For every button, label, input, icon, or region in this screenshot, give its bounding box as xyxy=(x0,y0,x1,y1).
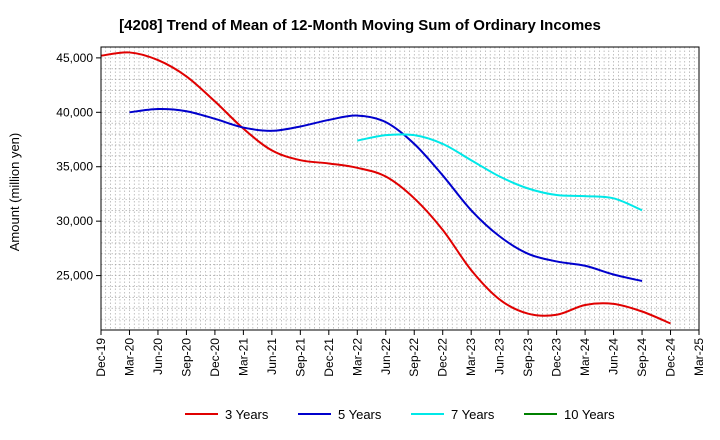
y-axis-ticks: 25,000 30,000 35,000 40,000 45,000 xyxy=(56,51,101,283)
x-tick-label: Mar-22 xyxy=(350,338,364,376)
legend-label: 5 Years xyxy=(338,407,382,422)
legend-label: 10 Years xyxy=(564,407,615,422)
series-lines xyxy=(100,51,671,325)
y-axis-label: Amount (million yen) xyxy=(7,133,22,252)
x-tick-label: Sep-22 xyxy=(407,338,421,377)
plot-area-frame xyxy=(100,46,700,331)
chart-title: [4208] Trend of Mean of 12-Month Moving … xyxy=(119,17,601,34)
grid-lines xyxy=(101,47,699,330)
x-tick-label: Jun-20 xyxy=(151,338,165,375)
series-line-7-years xyxy=(357,133,643,212)
x-tick-label: Sep-20 xyxy=(179,338,193,377)
x-tick-label: Mar-25 xyxy=(692,338,706,376)
x-tick-label: Jun-23 xyxy=(493,338,507,375)
x-tick-label: Dec-21 xyxy=(322,338,336,377)
x-tick-label: Sep-23 xyxy=(521,338,535,377)
x-tick-label: Mar-21 xyxy=(236,338,250,376)
x-tick-label: Mar-23 xyxy=(464,338,478,376)
x-tick-label: Sep-21 xyxy=(293,338,307,377)
y-tick-label: 30,000 xyxy=(56,214,93,228)
x-tick-label: Sep-24 xyxy=(635,338,649,377)
x-tick-label: Dec-23 xyxy=(550,338,564,377)
legend: 3 Years 5 Years 7 Years 10 Years xyxy=(185,407,615,422)
series-line-5-years xyxy=(129,108,643,282)
legend-label: 7 Years xyxy=(451,407,495,422)
x-tick-label: Jun-24 xyxy=(607,338,621,375)
legend-item: 10 Years xyxy=(524,407,615,422)
x-tick-label: Dec-24 xyxy=(664,338,678,377)
x-tick-label: Jun-22 xyxy=(379,338,393,375)
x-tick-label: Dec-22 xyxy=(436,338,450,377)
x-tick-label: Dec-19 xyxy=(94,338,108,377)
x-tick-label: Mar-24 xyxy=(578,338,592,376)
x-axis-ticks: Dec-19 Mar-20 Jun-20 Sep-20 Dec-20 Mar-21 Jun-… xyxy=(94,330,706,377)
legend-label: 3 Years xyxy=(225,407,269,422)
x-tick-label: Mar-20 xyxy=(122,338,136,376)
series-line-3-years xyxy=(100,51,671,325)
legend-item: 3 Years xyxy=(185,407,269,422)
y-tick-label: 25,000 xyxy=(56,269,93,283)
y-tick-label: 40,000 xyxy=(56,105,93,119)
legend-item: 5 Years xyxy=(298,407,382,422)
legend-item: 7 Years xyxy=(411,407,495,422)
x-tick-label: Jun-21 xyxy=(265,338,279,375)
y-tick-label: 35,000 xyxy=(56,160,93,174)
y-tick-label: 45,000 xyxy=(56,51,93,65)
x-tick-label: Dec-20 xyxy=(208,338,222,377)
